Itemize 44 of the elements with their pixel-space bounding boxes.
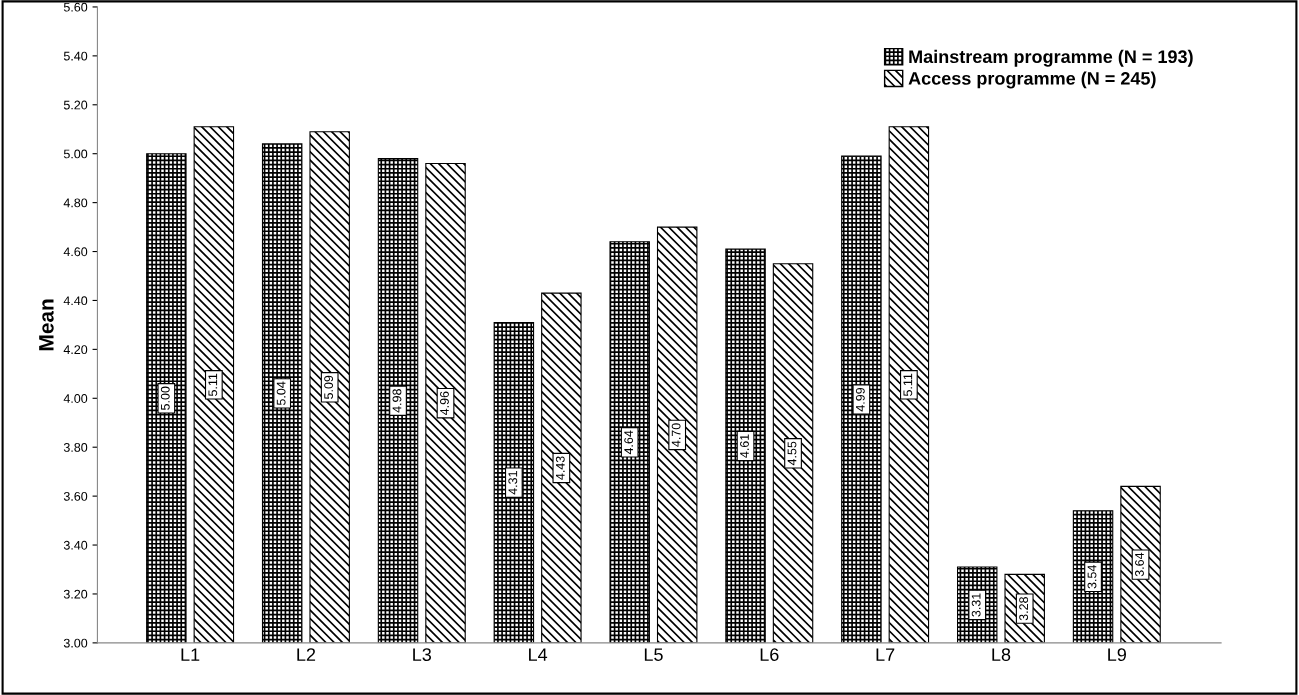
x-tick-label: L1	[181, 648, 200, 661]
y-tick-label: 3.40	[63, 540, 88, 550]
x-tick-label: L3	[413, 648, 432, 661]
data-label: 4.64	[624, 430, 634, 455]
x-tick-label: L5	[644, 648, 663, 661]
data-label: 5.11	[903, 373, 913, 397]
y-tick-label: 4.60	[63, 247, 88, 257]
y-tick-label: 3.20	[63, 589, 88, 599]
y-tick-label: 3.60	[63, 491, 88, 501]
data-label: 5.04	[276, 381, 286, 406]
y-tick-label: 3.00	[63, 638, 88, 648]
y-tick-label: 5.20	[63, 100, 88, 110]
y-tick-label: 4.00	[63, 394, 88, 403]
data-label: 4.99	[855, 387, 865, 412]
y-tick-label: 4.20	[63, 345, 88, 355]
y-tick-label: 4.80	[63, 198, 88, 208]
x-tick-label: L8	[992, 648, 1011, 661]
y-axis-title: Mean	[39, 299, 54, 351]
y-tick-label: 4.40	[63, 296, 88, 306]
data-label: 4.70	[671, 423, 681, 447]
x-tick-label: L4	[529, 648, 548, 661]
data-label: 5.11	[208, 373, 218, 397]
data-label: 4.55	[787, 441, 797, 466]
data-label: 5.09	[324, 375, 334, 399]
x-tick-label: L7	[876, 648, 895, 661]
x-tick-label: L9	[1108, 648, 1126, 661]
y-tick-label: 5.60	[63, 2, 88, 12]
y-tick-label: 5.40	[63, 51, 88, 61]
y-tick-label: 5.00	[63, 149, 88, 159]
data-label: 5.00	[160, 386, 170, 410]
x-tick-label: L6	[760, 648, 779, 661]
legend-label: Access programme (N = 245)	[908, 71, 1156, 89]
data-label: 4.96	[440, 391, 449, 416]
data-label: 3.64	[1135, 552, 1144, 577]
x-tick-label: L2	[297, 648, 316, 661]
data-label: 4.31	[508, 471, 518, 495]
data-label: 3.28	[1019, 597, 1029, 621]
data-label: 3.31	[971, 593, 981, 617]
data-label: 4.43	[555, 456, 565, 480]
data-label: 3.54	[1087, 565, 1097, 589]
data-label: 4.98	[392, 389, 402, 413]
y-tick-label: 3.80	[63, 443, 88, 452]
legend-label: Mainstream programme (N = 193)	[909, 49, 1193, 67]
data-label: 4.61	[740, 434, 749, 458]
